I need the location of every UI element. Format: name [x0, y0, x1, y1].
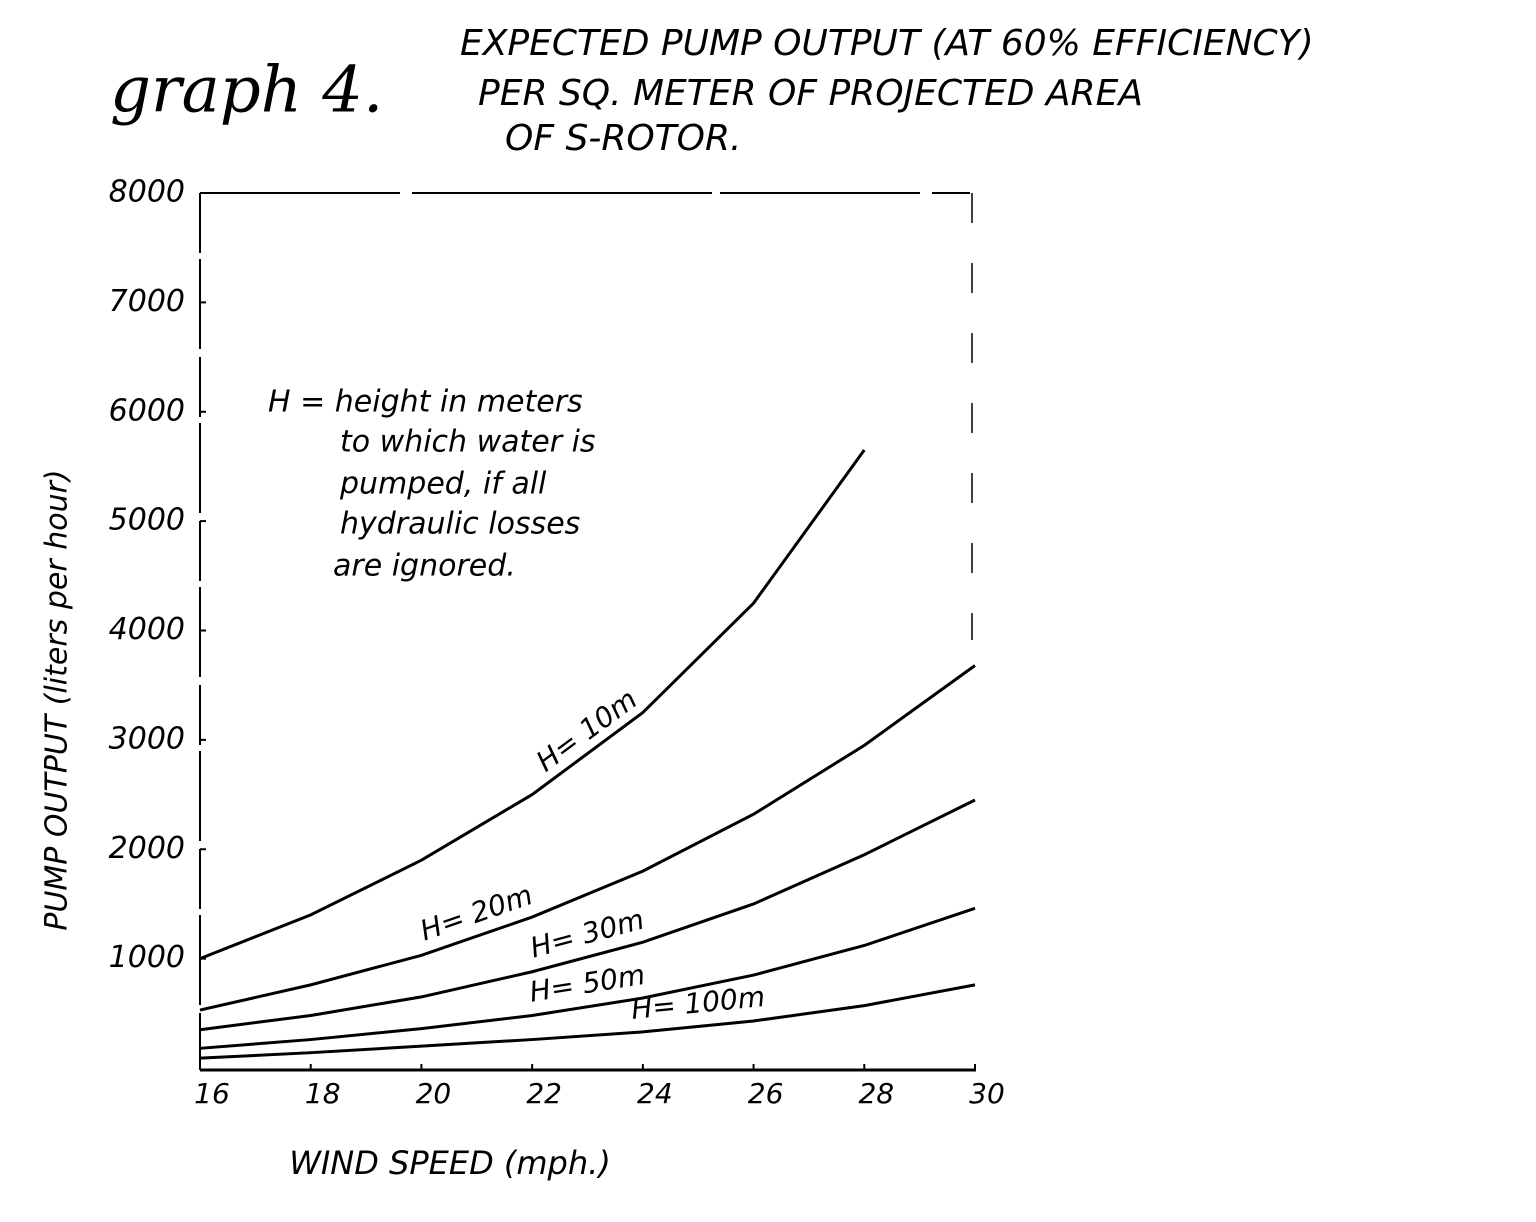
- series-line: [199, 664, 976, 1012]
- annotation: to which water is: [340, 425, 596, 460]
- chart-title: OF S-ROTOR.: [505, 118, 741, 159]
- x-tick-label: 16: [194, 1077, 230, 1110]
- y-tick-label: 8000: [109, 175, 185, 210]
- y-tick-label: 6000: [109, 393, 185, 428]
- y-tick-label: 1000: [109, 940, 185, 975]
- series-line: [199, 983, 976, 1060]
- y-tick-label: 5000: [109, 503, 185, 538]
- y-tick-label: 4000: [109, 612, 185, 647]
- x-axis-label: WIND SPEED (mph.): [289, 1144, 611, 1182]
- y-axis-label: PUMP OUTPUT (liters per hour): [40, 469, 75, 930]
- y-tick-label: 3000: [109, 721, 185, 756]
- annotation: hydraulic losses: [340, 507, 580, 542]
- series-label: H= 100m: [630, 980, 767, 1026]
- annotation: H = height in meters: [268, 385, 583, 420]
- y-tick-label: 7000: [109, 284, 185, 319]
- series-label: H= 10m: [530, 682, 643, 778]
- chart-title: EXPECTED PUMP OUTPUT (AT 60% EFFICIENCY): [460, 23, 1314, 64]
- x-tick-label: 26: [748, 1077, 784, 1110]
- annotation: pumped, if all: [339, 467, 547, 502]
- y-tick-label: 2000: [109, 831, 185, 866]
- annotation: are ignored.: [333, 549, 516, 584]
- chart-title-prefix: graph 4.: [110, 54, 383, 128]
- series-line: [199, 906, 976, 1050]
- x-tick-label: 24: [637, 1077, 673, 1110]
- x-tick-label: 28: [858, 1077, 894, 1110]
- series-line: [199, 449, 866, 961]
- series-line: [199, 798, 976, 1032]
- x-tick-label: 22: [526, 1077, 562, 1110]
- x-tick-label: 18: [305, 1077, 341, 1110]
- x-tick-label: 30: [969, 1077, 1005, 1110]
- x-tick-label: 20: [416, 1077, 452, 1110]
- chart-title: PER SQ. METER OF PROJECTED AREA: [478, 73, 1143, 114]
